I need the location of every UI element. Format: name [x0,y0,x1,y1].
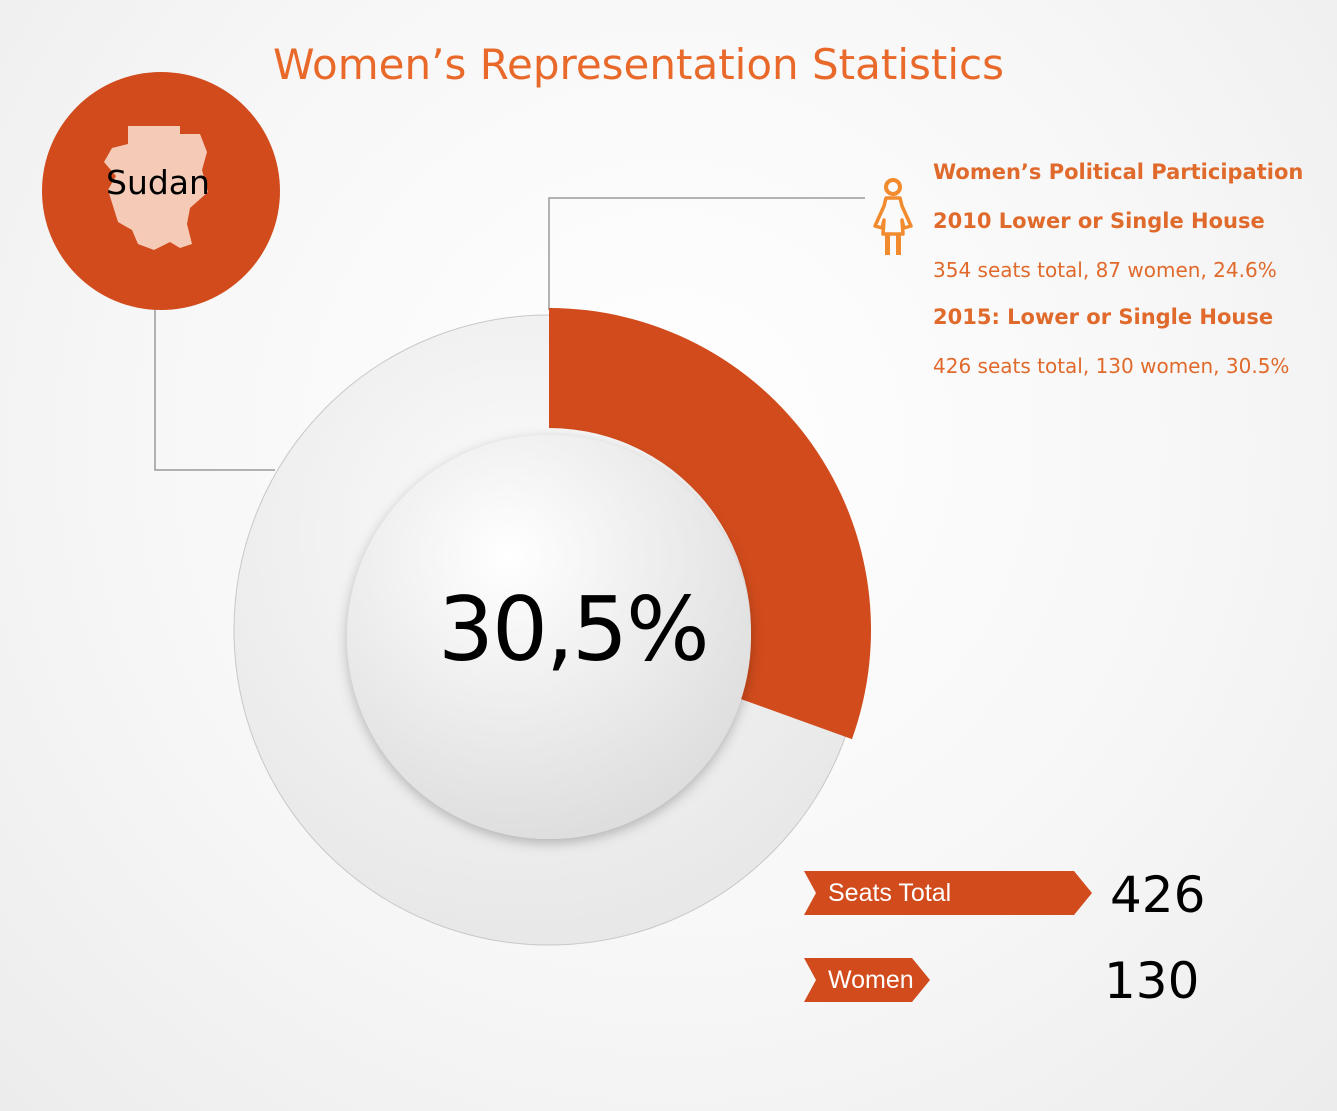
country-badge [42,72,280,310]
info-2015-detail: 426 seats total, 130 women, 30.5% [933,354,1290,378]
seats-total-label: Seats Total [804,871,1092,915]
women-slice [549,308,872,740]
info-heading: Women’s Political Participation [933,160,1304,184]
seats-total-value: 426 [1110,866,1206,924]
info-2010-title: 2010 Lower or Single House [933,209,1265,233]
center-percentage: 30,5% [438,578,710,681]
page-title: Women’s Representation Statistics [272,40,1005,89]
info-2010-detail: 354 seats total, 87 women, 24.6% [933,258,1277,282]
woman-icon [873,178,913,255]
country-label: Sudan [106,163,210,202]
donut-center [347,435,751,839]
sudan-map-icon [104,126,208,250]
info-2015-title: 2015: Lower or Single House [933,305,1274,329]
women-label: Women [804,958,930,1002]
women-value: 130 [1104,952,1200,1010]
